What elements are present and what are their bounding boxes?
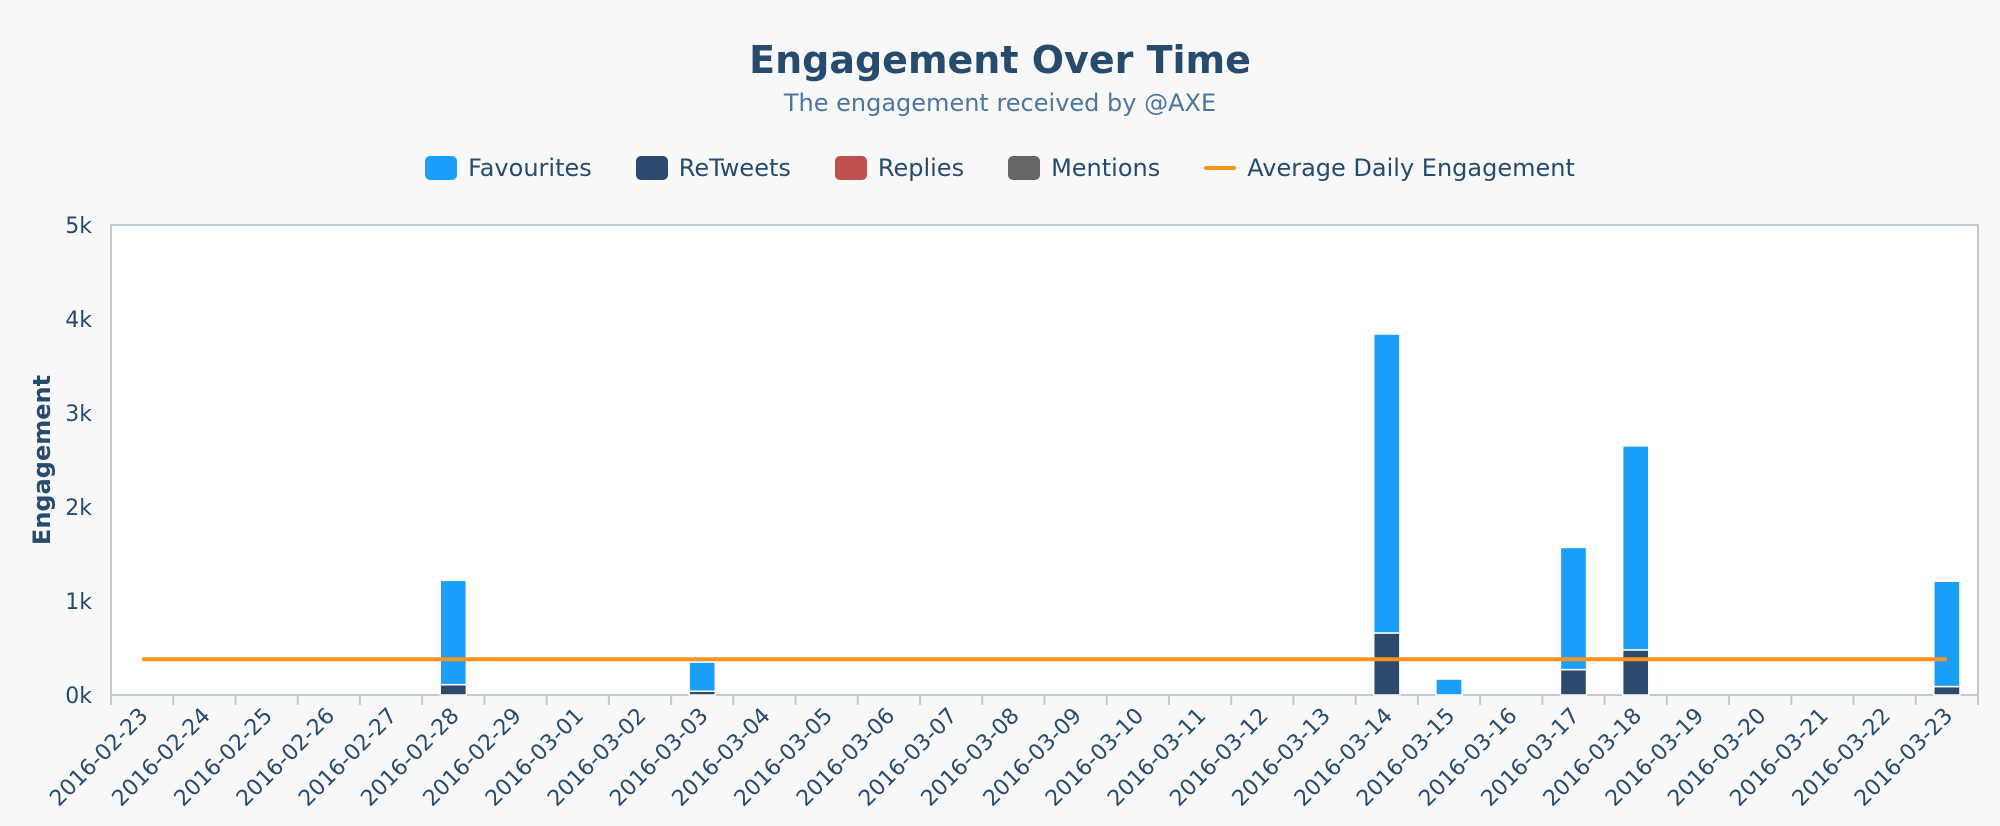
legend-item-mentions[interactable]: Mentions — [1008, 154, 1160, 182]
legend-label-average: Average Daily Engagement — [1247, 154, 1575, 182]
bar-favourites[interactable] — [1372, 333, 1401, 634]
x-axis: 2016-02-232016-02-242016-02-252016-02-26… — [45, 695, 1979, 812]
legend-label-favourites: Favourites — [468, 154, 592, 182]
legend-item-retweets[interactable]: ReTweets — [635, 154, 791, 182]
legend-item-average-daily-engagement[interactable]: Average Daily Engagement — [1204, 154, 1575, 182]
bar-retweets[interactable] — [1621, 649, 1650, 696]
legend-item-replies[interactable]: Replies — [834, 154, 965, 182]
legend-swatch-replies — [834, 156, 867, 180]
legend-swatch-favourites — [425, 156, 458, 180]
bar-favourites[interactable] — [1933, 580, 1961, 688]
legend-swatch-retweets — [635, 156, 668, 180]
chart-subtitle: The engagement received by @AXE — [783, 89, 1217, 117]
chart-legend: Favourites ReTweets Replies Mentions Ave… — [0, 154, 2000, 182]
y-tick-label: 5k — [65, 214, 92, 239]
bar-retweets[interactable] — [1372, 632, 1401, 696]
y-tick-label: 4k — [65, 308, 92, 333]
bar-retweets[interactable] — [439, 683, 468, 696]
y-axis: 0k 1k 2k 3k 4k 5k — [65, 214, 92, 709]
bar-retweets[interactable] — [1559, 668, 1588, 696]
legend-label-mentions: Mentions — [1051, 154, 1161, 182]
bar-favourites[interactable] — [1559, 546, 1588, 671]
legend-label-retweets: ReTweets — [678, 154, 791, 182]
y-tick-label: 1k — [65, 590, 92, 615]
bar-series — [439, 333, 1961, 696]
y-tick-label: 3k — [65, 402, 92, 427]
bar-favourites[interactable] — [688, 661, 717, 692]
bar-favourites[interactable] — [1621, 445, 1650, 651]
chart-title: Engagement Over Time — [749, 38, 1251, 82]
bar-favourites[interactable] — [439, 579, 468, 686]
plot-area — [110, 224, 1979, 696]
y-tick-label: 2k — [65, 496, 92, 521]
bar-favourites[interactable] — [1435, 678, 1463, 696]
y-tick-label: 0k — [65, 684, 92, 709]
legend-label-replies: Replies — [877, 154, 965, 182]
legend-swatch-mentions — [1008, 156, 1041, 180]
y-axis-label: Engagement — [28, 375, 56, 545]
legend-item-favourites[interactable]: Favourites — [425, 154, 592, 182]
bar-retweets[interactable] — [1933, 685, 1961, 696]
legend-line-average — [1204, 166, 1237, 170]
